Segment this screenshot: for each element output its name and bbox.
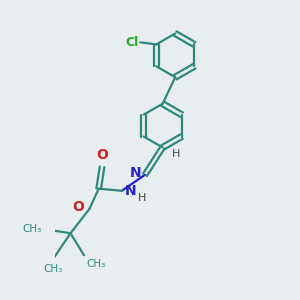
Text: N: N xyxy=(125,184,137,198)
Text: CH₃: CH₃ xyxy=(22,224,42,234)
Text: O: O xyxy=(73,200,84,214)
Text: CH₃: CH₃ xyxy=(86,260,106,269)
Text: Cl: Cl xyxy=(125,36,138,49)
Text: H: H xyxy=(138,194,146,203)
Text: O: O xyxy=(96,148,108,162)
Text: H: H xyxy=(172,149,180,159)
Text: CH₃: CH₃ xyxy=(43,264,62,274)
Text: N: N xyxy=(130,166,142,180)
